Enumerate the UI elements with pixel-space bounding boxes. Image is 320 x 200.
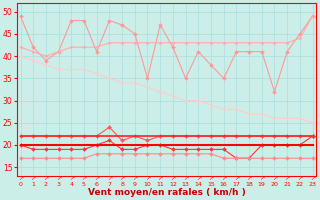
X-axis label: Vent moyen/en rafales ( km/h ): Vent moyen/en rafales ( km/h ) [88,188,245,197]
